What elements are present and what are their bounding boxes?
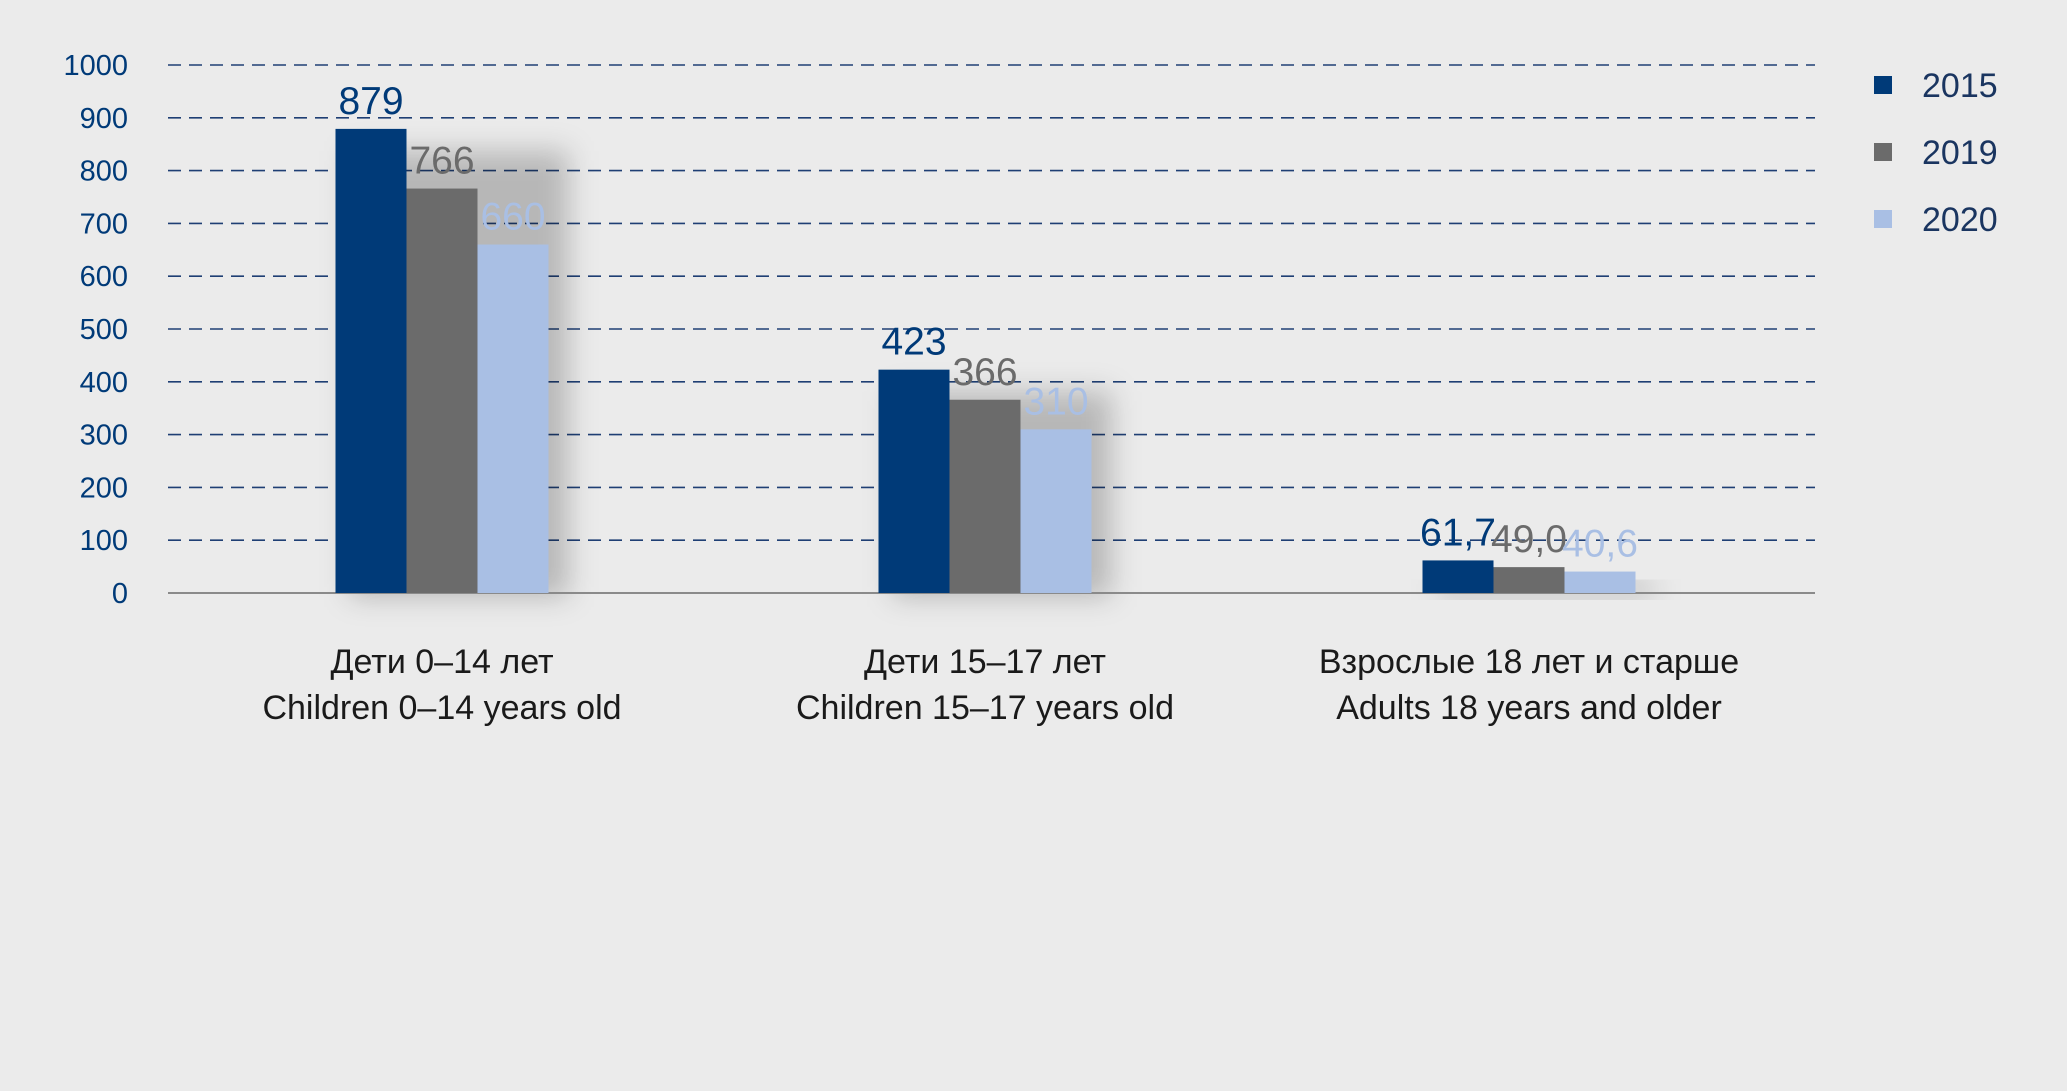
category-label: Adults 18 years and older	[1336, 689, 1722, 727]
data-label: 423	[881, 321, 946, 364]
bar-2020-1	[477, 244, 549, 593]
y-tick-label: 400	[80, 367, 128, 399]
data-label: 879	[338, 80, 403, 123]
legend-swatch-2015	[1874, 76, 1892, 94]
data-label: 766	[409, 140, 474, 183]
data-label: 660	[480, 196, 545, 239]
data-label: 366	[952, 351, 1017, 394]
y-tick-label: 300	[80, 420, 128, 452]
bar-2015-1	[335, 128, 407, 593]
category-label: Children 0–14 years old	[262, 689, 621, 727]
bar-2020-2	[1020, 429, 1092, 593]
data-label: 310	[1023, 380, 1088, 423]
y-tick-label: 100	[80, 525, 128, 557]
y-tick-label: 200	[80, 472, 128, 504]
bar-2019-3	[1493, 567, 1565, 593]
legend-swatch-2020	[1874, 210, 1892, 228]
bar-2020-3	[1564, 571, 1636, 593]
y-tick-label: 800	[80, 156, 128, 188]
y-tick-label: 500	[80, 314, 128, 346]
category-label: Дети 15–17 лет	[864, 643, 1106, 681]
category-label: Дети 0–14 лет	[330, 643, 553, 681]
y-tick-label: 600	[80, 261, 128, 293]
y-tick-label: 0	[112, 578, 128, 610]
legend-label: 2019	[1922, 134, 1998, 172]
y-tick-label: 900	[80, 103, 128, 135]
bar-2019-1	[406, 188, 478, 593]
bar-2019-2	[949, 399, 1021, 593]
bar-2015-3	[1422, 560, 1494, 593]
legend-label: 2015	[1922, 67, 1998, 105]
data-label: 49,0	[1491, 518, 1567, 561]
y-tick-label: 700	[80, 208, 128, 240]
data-label: 40,6	[1562, 523, 1638, 566]
bar-2015-2	[878, 369, 950, 593]
data-label: 61,7	[1420, 511, 1496, 554]
category-label: Children 15–17 years old	[796, 689, 1174, 727]
y-tick-label: 1000	[63, 50, 128, 82]
legend-swatch-2019	[1874, 143, 1892, 161]
category-label: Взрослые 18 лет и старше	[1319, 643, 1739, 681]
legend-label: 2020	[1922, 201, 1998, 239]
